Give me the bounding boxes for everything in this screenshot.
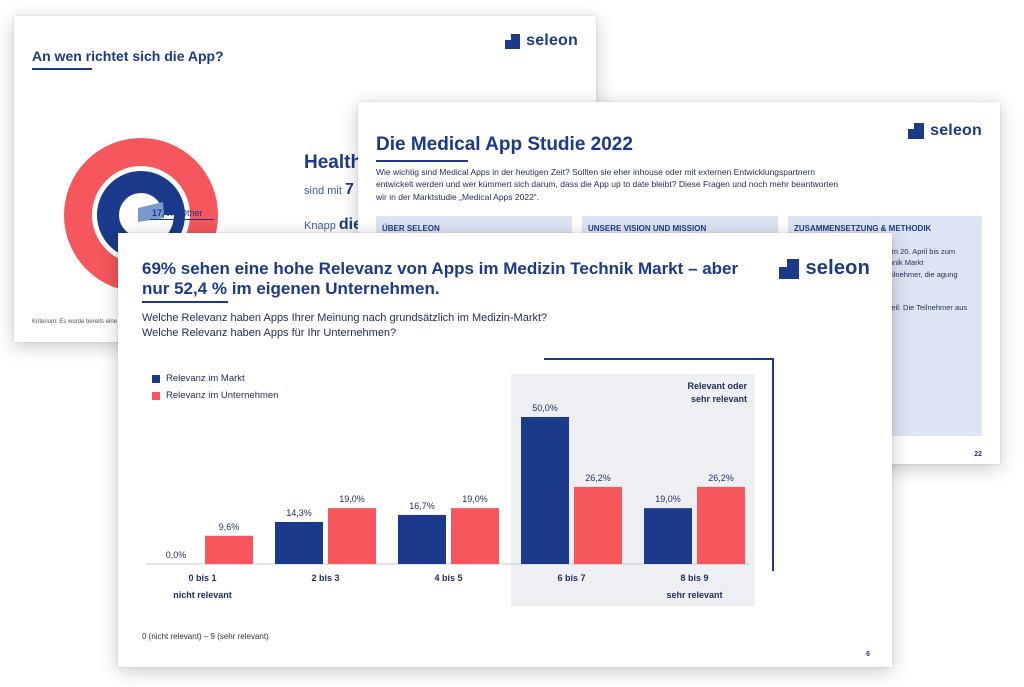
seleon-logo: seleon [779,257,870,280]
bar [574,486,622,564]
data-label: 19,0% [462,494,488,504]
data-label: 14,3% [286,508,312,518]
page-number: 22 [974,451,982,458]
back-line-2: Knapp die [304,216,362,234]
question-company: Welche Relevanz haben Apps für Ihr Unter… [142,327,397,340]
donut-other-value: 17,4% [152,208,178,218]
bar [205,535,253,564]
data-label: 19,0% [339,494,365,504]
column-heading: UNSERE VISION UND MISSION [588,224,707,233]
title-underline [142,301,228,303]
x-tick-label: 8 bis 9 [680,573,708,583]
x-tick-sublabel: sehr relevant [666,590,722,600]
bar [644,508,692,564]
study-intro-text: Wie wichtig sind Medical Apps in der heu… [376,167,839,202]
legend-label-company: Relevanz im Unternehmen [166,390,279,401]
seleon-logo-mark-icon [505,33,521,49]
highlight-label: Relevant oder [687,381,747,391]
back-line-1-value: 7 [344,181,354,198]
slide-title: An wen richtet sich die App? [32,48,224,64]
bar [451,508,499,564]
question-market: Welche Relevanz haben Apps Ihrer Meinung… [142,312,548,324]
slide-title: Die Medical App Studie 2022 [376,134,633,155]
chart-legend: Relevanz im Markt Relevanz im Unternehme… [152,373,278,407]
back-line-1: sind mit 7 [304,181,354,199]
bar [398,514,446,564]
highlight-label: sehr relevant [691,394,747,404]
x-tick-label: 6 bis 7 [557,573,585,583]
bar-chart: Relevant oder sehr relevant 0,0% 9,6% 0 bis … [146,358,774,606]
column-heading: ÜBER SELEON [382,224,440,233]
scale-footnote: 0 (nicht relevant) – 9 (sehr relevant) [142,632,269,641]
slide-title: 69% sehen eine hohe Relevanz von Apps im… [142,259,739,299]
data-label: 9,6% [219,522,240,532]
back-footnote: Kriterium: Es wurde bereits eine [32,319,118,325]
bar [521,417,569,564]
logo-text: seleon [930,122,982,139]
data-label: 0,0% [166,550,187,560]
back-headline: Health [304,152,363,173]
column-heading: ZUSAMMENSETZUNG & METHODIK [794,224,932,233]
x-tick-label: 0 bis 1 [188,573,216,583]
highlight-bracket [544,358,774,571]
survey-questions: Welche Relevanz haben Apps Ihrer Meinung… [142,311,547,342]
logo-text: seleon [805,257,870,279]
title-underline [376,160,468,162]
data-label: 16,7% [409,501,435,511]
donut-gap [141,215,174,245]
bar [697,486,745,564]
x-tick-label: 4 bis 5 [434,573,462,583]
data-label: 26,2% [585,473,611,483]
seleon-logo: seleon [505,32,578,50]
back-line-2-prefix: Knapp [304,220,336,232]
donut-other-segment [138,202,164,222]
seleon-logo-mark-icon [779,258,800,279]
seleon-logo: seleon [908,122,982,140]
donut-other-text: Other [180,208,203,218]
back-line-2-value: die [338,216,362,233]
x-tick-label: 2 bis 3 [311,573,339,583]
seleon-logo-mark-icon [908,123,925,139]
legend-swatch-company [152,391,160,400]
data-label: 50,0% [532,403,558,413]
title-underline [32,68,92,70]
bar [328,508,376,564]
logo-text: seleon [526,32,578,49]
legend-label-market: Relevanz im Markt [166,373,245,384]
data-label: 26,2% [708,473,734,483]
legend-item-market: Relevanz im Markt [152,373,278,384]
donut-other-label: 17,4% Other [152,208,203,218]
legend-item-company: Relevanz im Unternehmen [152,390,278,401]
legend-swatch-market [152,374,160,383]
back-line-1-prefix: sind mit [304,185,342,197]
slide-relevance-chart: 69% sehen eine hohe Relevanz von Apps im… [118,233,892,667]
page-number: 6 [866,651,870,658]
x-tick-sublabel: nicht relevant [173,590,232,600]
data-label: 19,0% [655,494,681,504]
bar [275,521,323,564]
donut-label-rule [150,219,214,220]
